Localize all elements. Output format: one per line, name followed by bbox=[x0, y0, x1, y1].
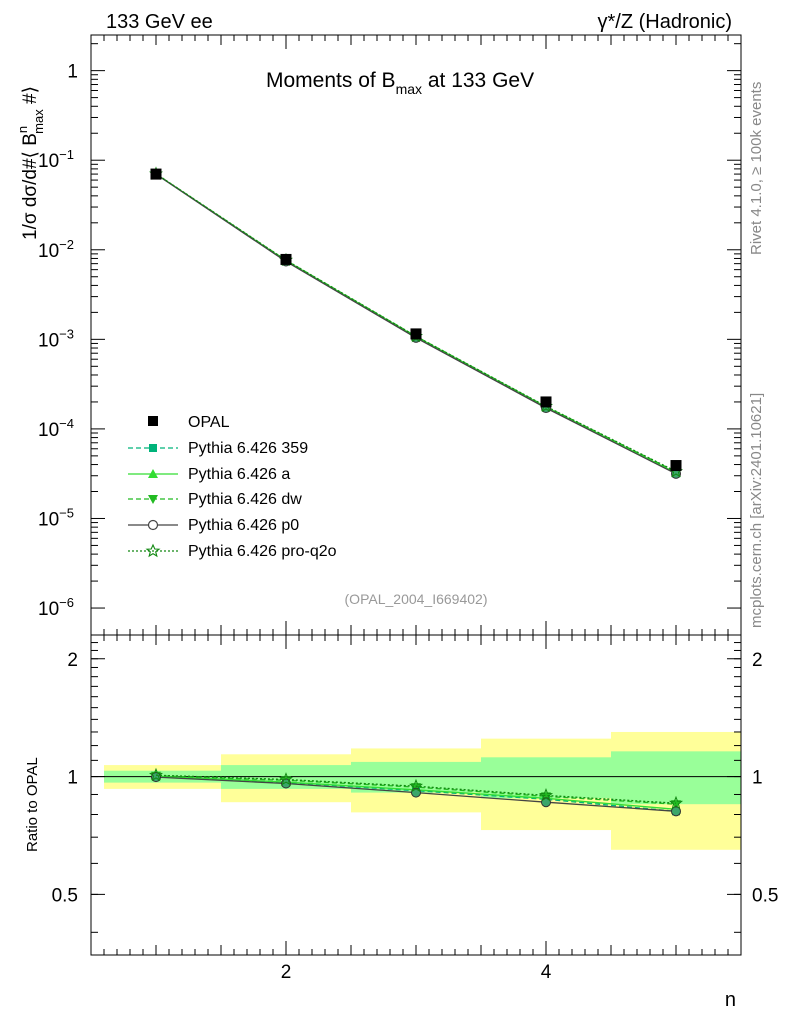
y-tick-label: 1 bbox=[67, 62, 78, 83]
x-tick-label: 2 bbox=[281, 962, 292, 983]
ratio-series-marker bbox=[279, 772, 293, 786]
y-tick-label: 10−4 bbox=[38, 416, 74, 441]
ratio-y-tick-label-right: 1 bbox=[752, 768, 763, 789]
y-tick-label: 10−6 bbox=[38, 595, 74, 620]
legend-entry-a: Pythia 6.426 a bbox=[128, 466, 290, 483]
y-axis-label: 1/σ dσ/d#⟨ Bnmax #⟩ bbox=[15, 86, 46, 240]
ratio-y-tick-label-right: 0.5 bbox=[752, 885, 778, 906]
series-line bbox=[155, 173, 677, 475]
legend-label-dw: Pythia 6.426 dw bbox=[188, 491, 302, 508]
ratio-series-marker bbox=[669, 795, 683, 810]
ratio-series-line bbox=[155, 774, 677, 804]
main-panel: 110−110−210−310−410−510−6 Moments of Bma… bbox=[15, 34, 742, 636]
ratio-y-label: Ratio to OPAL bbox=[24, 757, 41, 852]
chart-title: Moments of Bmax at 133 GeV bbox=[266, 69, 534, 97]
x-axis-label: n bbox=[725, 989, 736, 1011]
ratio-y-tick-label-left: 1 bbox=[67, 768, 78, 789]
series-line bbox=[155, 173, 677, 474]
legend-label-proq2o: Pythia 6.426 pro-q2o bbox=[188, 543, 337, 560]
title-main: Moments of B bbox=[266, 69, 396, 92]
ratio-series-marker bbox=[409, 778, 423, 793]
ylabel-pre: 1/σ dσ/d#⟨ B bbox=[20, 133, 41, 240]
ratio-series bbox=[149, 767, 683, 817]
legend-marker-a bbox=[148, 469, 158, 478]
y-tick-label: 10−2 bbox=[38, 237, 74, 262]
data-point bbox=[410, 328, 422, 340]
legend: OPAL Pythia 6.426 359 Pythia 6.426 a Pyt… bbox=[128, 414, 337, 560]
title-sub: max bbox=[396, 81, 422, 97]
series-3 bbox=[151, 169, 681, 479]
legend-entry-data: OPAL bbox=[148, 414, 230, 431]
ratio-series-marker bbox=[671, 800, 681, 810]
ratio-panel: 0.5 0.5 1 1 2 2 2 4 Ratio to OPAL n bbox=[24, 634, 778, 1011]
legend-marker-data bbox=[148, 416, 158, 426]
legend-entry-proq2o: Pythia 6.426 pro-q2o bbox=[128, 543, 337, 560]
legend-entry-dw: Pythia 6.426 dw bbox=[128, 491, 302, 508]
legend-entry-359: Pythia 6.426 359 bbox=[128, 440, 308, 457]
data-points bbox=[150, 168, 682, 472]
y-tick-label: 10−3 bbox=[38, 326, 74, 351]
legend-label-359: Pythia 6.426 359 bbox=[188, 440, 308, 457]
series-line bbox=[155, 173, 677, 472]
data-point bbox=[280, 253, 292, 265]
ylabel-post: #⟩ bbox=[20, 86, 41, 109]
header-right: γ*/Z (Hadronic) bbox=[598, 11, 732, 33]
ratio-band-green bbox=[611, 751, 741, 805]
title-tail: at 133 GeV bbox=[422, 69, 534, 92]
y-tick-label: 10−5 bbox=[38, 505, 74, 530]
legend-entry-p0: Pythia 6.426 p0 bbox=[128, 517, 299, 534]
ratio-y-tick-label-left: 0.5 bbox=[52, 885, 78, 906]
series-line bbox=[155, 173, 677, 475]
y-tick-label: 10−1 bbox=[38, 147, 74, 172]
series-0 bbox=[152, 170, 680, 478]
rivet-label: Rivet 4.1.0, ≥ 100k events bbox=[748, 82, 765, 255]
analysis-annotation: (OPAL_2004_I669402) bbox=[345, 591, 488, 607]
ratio-y-tick-label-left: 2 bbox=[67, 650, 78, 671]
ratio-series-marker bbox=[539, 788, 553, 802]
mcplots-label: mcplots.cern.ch [arXiv:2401.10621] bbox=[748, 393, 765, 628]
legend-label-p0: Pythia 6.426 p0 bbox=[188, 517, 299, 534]
ratio-series-4 bbox=[149, 767, 683, 810]
ratio-band-green bbox=[481, 757, 611, 799]
legend-marker-dw bbox=[148, 495, 158, 504]
series-line bbox=[155, 173, 677, 473]
data-point bbox=[540, 396, 552, 408]
x-tick-label: 4 bbox=[541, 962, 552, 983]
ratio-series-marker bbox=[411, 783, 421, 793]
data-point bbox=[150, 168, 162, 180]
legend-marker-proq2o bbox=[145, 543, 161, 558]
main-ticks: 1 10−1 10−2 10−3 10−4 10−5 10−6 bbox=[38, 35, 742, 635]
series-2 bbox=[151, 169, 681, 477]
ylabel-sup: n bbox=[15, 126, 30, 133]
series-4 bbox=[149, 166, 683, 478]
header-left: 133 GeV ee bbox=[106, 11, 213, 33]
legend-label-data: OPAL bbox=[188, 414, 230, 431]
data-point bbox=[670, 460, 682, 472]
series-1 bbox=[151, 168, 681, 477]
main-series bbox=[149, 166, 683, 479]
ratio-y-tick-label-right: 2 bbox=[752, 650, 763, 671]
legend-marker-359 bbox=[149, 444, 157, 452]
ratio-series-marker bbox=[149, 767, 163, 782]
legend-label-a: Pythia 6.426 a bbox=[188, 466, 290, 483]
ratio-series-marker bbox=[671, 806, 681, 817]
ylabel-sub: max bbox=[31, 109, 46, 134]
ratio-ticks: 0.5 0.5 1 1 2 2 2 4 bbox=[52, 635, 778, 983]
legend-marker-p0 bbox=[147, 519, 159, 531]
